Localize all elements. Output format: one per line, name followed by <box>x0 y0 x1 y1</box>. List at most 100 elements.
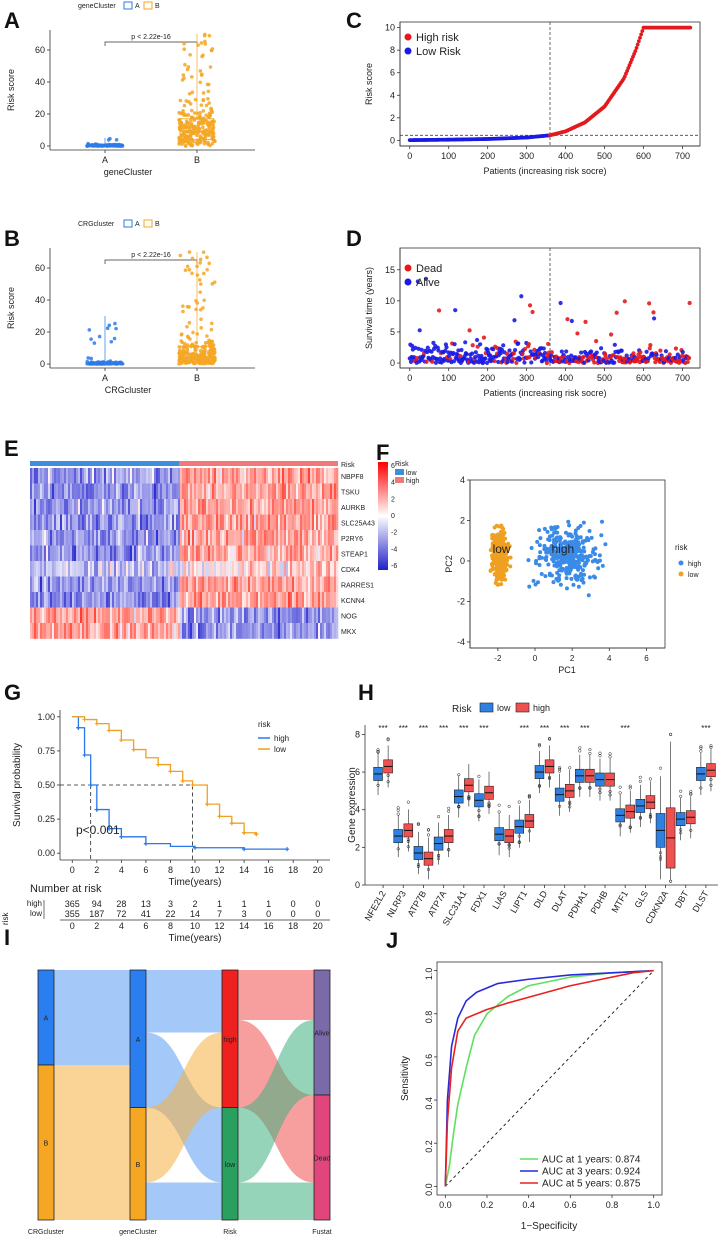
heatmap-cell <box>186 514 189 531</box>
heatmap-cell <box>312 607 315 624</box>
survival-point <box>507 348 512 353</box>
heatmap-cell <box>114 561 117 577</box>
legend-label-high: high <box>533 703 550 713</box>
heatmap-cell <box>230 530 233 546</box>
heatmap-cell <box>206 561 209 577</box>
heatmap-cell <box>66 623 69 639</box>
data-point <box>186 335 191 340</box>
heatmap-cell <box>212 468 215 484</box>
gene-label: NBPF8 <box>341 474 364 481</box>
panel-G: 0.000.250.500.751.000 2 4 6 8 10 12 14 16 18 20Tim… <box>1 710 330 944</box>
heatmap-cell <box>316 468 319 484</box>
pca-point-high <box>538 536 543 541</box>
heatmap-cell <box>174 545 177 562</box>
heatmap-cell <box>198 561 201 577</box>
heatmap-cell <box>182 545 185 562</box>
heatmap-cell <box>130 530 133 546</box>
heatmap-cell <box>74 592 77 608</box>
survival-point <box>456 348 461 353</box>
survival-point <box>451 359 457 364</box>
x-tick-label: 0.0 <box>439 1200 452 1210</box>
heatmap-cell <box>206 530 209 546</box>
heatmap-cell <box>234 468 237 484</box>
heatmap-cell <box>198 607 201 624</box>
survival-point <box>673 355 678 360</box>
heatmap-cell <box>132 545 135 562</box>
heatmap-cell <box>142 545 145 562</box>
heatmap-cell <box>296 561 299 577</box>
heatmap-cell <box>280 592 283 608</box>
heatmap-cell <box>140 499 143 515</box>
heatmap-cell <box>270 576 273 593</box>
heatmap-cell <box>312 545 315 562</box>
heatmap-cell <box>220 545 223 562</box>
heatmap-cell <box>138 468 141 484</box>
risk-table-value: 1 <box>217 899 222 909</box>
panel-label-F: F <box>376 440 389 465</box>
heatmap-cell <box>268 514 271 531</box>
heatmap-cell <box>122 607 125 624</box>
legend-label-high: high <box>688 561 701 568</box>
heatmap-cell <box>290 545 293 562</box>
heatmap-cell <box>156 561 159 577</box>
heatmap-cell <box>286 468 289 484</box>
heatmap-cell <box>222 514 225 531</box>
heatmap-cell <box>286 483 289 500</box>
heatmap-cell <box>330 561 333 577</box>
heatmap-cell <box>92 468 95 484</box>
gene-label: SLC25A43 <box>341 520 375 527</box>
data-point <box>112 336 117 341</box>
heatmap-cell <box>46 607 49 624</box>
data-point <box>185 134 189 139</box>
pca-point-high <box>571 582 576 587</box>
heatmap-cell <box>286 561 289 577</box>
legend-key-low <box>479 702 494 713</box>
heatmap-cell <box>336 545 339 562</box>
heatmap-cell <box>56 483 59 500</box>
heatmap-cell <box>318 545 321 562</box>
heatmap-cell <box>48 514 51 531</box>
heatmap-cell <box>282 514 285 531</box>
heatmap-cell <box>246 561 249 577</box>
heatmap-cell <box>196 514 199 531</box>
x-tick-label: LIPT1 <box>508 889 529 915</box>
heatmap-cell <box>234 530 237 546</box>
heatmap-cell <box>310 483 313 500</box>
pca-point-low <box>494 523 499 528</box>
heatmap-cell <box>102 468 105 484</box>
heatmap-cell <box>292 530 295 546</box>
heatmap-cell <box>52 468 55 484</box>
heatmap-cell <box>152 607 155 624</box>
heatmap-cell <box>176 592 179 608</box>
node-label: Dead <box>314 1156 331 1163</box>
heatmap-cell <box>210 623 213 639</box>
survival-point <box>549 350 554 355</box>
heatmap-cell <box>92 576 95 593</box>
heatmap-cell <box>38 561 41 577</box>
data-point <box>185 264 190 269</box>
heatmap-cell <box>98 514 101 531</box>
heatmap-cell <box>210 561 213 577</box>
heatmap-cell <box>138 576 141 593</box>
heatmap-cell <box>184 561 187 577</box>
heatmap-cell <box>130 499 133 515</box>
data-point <box>208 113 212 118</box>
heatmap-cell <box>320 561 323 577</box>
heatmap-cell <box>32 576 35 593</box>
data-point <box>207 101 211 105</box>
heatmap-cell <box>190 607 193 624</box>
heatmap-cell <box>180 499 183 515</box>
survival-point <box>597 356 602 361</box>
data-point <box>203 42 208 46</box>
survival-point <box>592 360 597 365</box>
heatmap-cell <box>108 623 111 639</box>
heatmap-cell <box>272 561 275 577</box>
heatmap-cell <box>310 545 313 562</box>
heatmap-cell <box>108 576 111 593</box>
heatmap-cell <box>224 483 227 500</box>
heatmap-cell <box>266 483 269 500</box>
heatmap-cell <box>162 607 165 624</box>
heatmap-cell <box>206 607 209 624</box>
heatmap-cell <box>106 607 109 624</box>
heatmap-cell <box>208 607 211 624</box>
